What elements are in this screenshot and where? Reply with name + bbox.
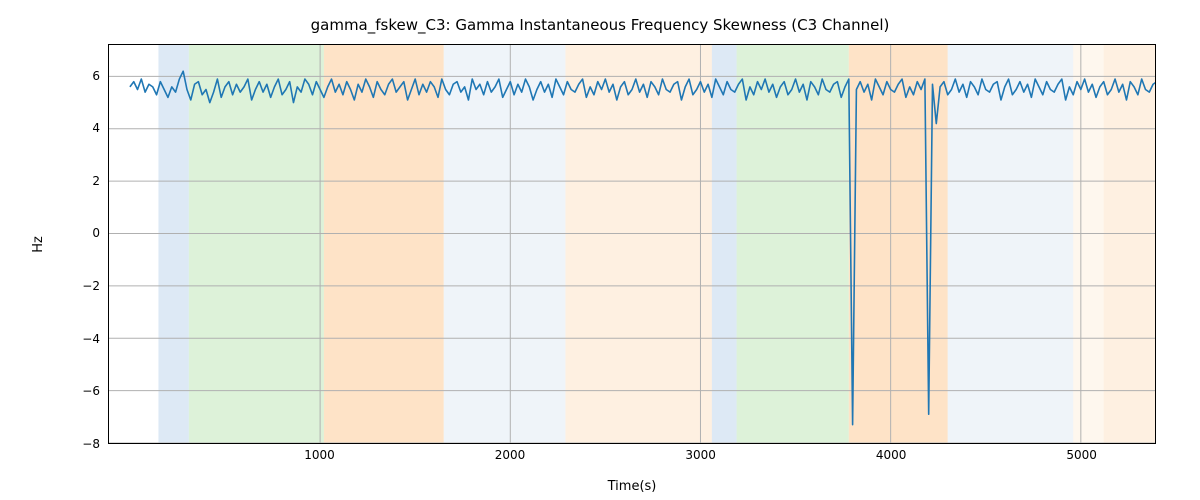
background-span-layer: [158, 45, 1155, 443]
y-tick-label: 2: [92, 174, 100, 188]
background-span: [1073, 45, 1103, 443]
x-tick-label: 1000: [304, 448, 335, 462]
y-tick-label: 4: [92, 121, 100, 135]
background-span: [189, 45, 324, 443]
y-tick-label: −8: [82, 437, 100, 451]
background-span: [737, 45, 849, 443]
y-axis-label-text: Hz: [31, 236, 46, 253]
x-tick-label: 5000: [1066, 448, 1097, 462]
background-span: [444, 45, 566, 443]
background-span: [158, 45, 188, 443]
plot-axes: [108, 44, 1156, 444]
x-axis-label: Time(s): [108, 479, 1156, 494]
y-tick-label: 0: [92, 226, 100, 240]
y-tick-label: −2: [82, 279, 100, 293]
x-tick-label: 4000: [876, 448, 907, 462]
background-span: [712, 45, 737, 443]
y-tick-label: 6: [92, 69, 100, 83]
background-span: [324, 45, 444, 443]
y-axis-label: Hz: [30, 44, 47, 444]
x-tick-label: 3000: [685, 448, 716, 462]
chart-title: gamma_fskew_C3: Gamma Instantaneous Freq…: [0, 16, 1200, 34]
background-span: [565, 45, 711, 443]
figure: gamma_fskew_C3: Gamma Instantaneous Freq…: [0, 0, 1200, 500]
background-span: [948, 45, 1074, 443]
x-tick-label: 2000: [495, 448, 526, 462]
y-tick-label: −6: [82, 384, 100, 398]
y-tick-label: −4: [82, 332, 100, 346]
plot-svg: [109, 45, 1155, 443]
background-span: [1104, 45, 1155, 443]
